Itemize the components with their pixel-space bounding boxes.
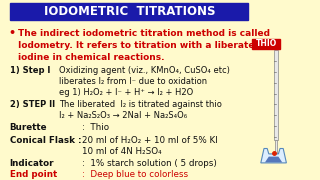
Bar (275, 140, 277, 153)
Text: The liberated  I₂ is titrated against thio: The liberated I₂ is titrated against thi… (59, 100, 222, 109)
Bar (10, 3, 248, 20)
Text: eg 1) H₂O₂ + I⁻ + H⁺ → I₂ + H2O: eg 1) H₂O₂ + I⁻ + H⁺ → I₂ + H2O (59, 88, 194, 97)
Text: •: • (8, 28, 15, 38)
Text: Burette: Burette (10, 123, 47, 132)
Polygon shape (261, 148, 286, 163)
Text: Conical Flask :: Conical Flask : (10, 136, 81, 145)
Text: Oxidizing agent (viz., KMnO₄, CuSO₄ etc): Oxidizing agent (viz., KMnO₄, CuSO₄ etc) (59, 66, 230, 75)
Text: THIO: THIO (256, 39, 277, 48)
Text: :  Deep blue to colorless: : Deep blue to colorless (82, 170, 188, 179)
Text: IODOMETRIC  TITRATIONS: IODOMETRIC TITRATIONS (44, 5, 215, 18)
Text: 20 ml of H₂O₂ + 10 ml of 5% KI: 20 ml of H₂O₂ + 10 ml of 5% KI (82, 136, 217, 145)
Text: :  Thio: : Thio (82, 123, 109, 132)
Polygon shape (265, 157, 282, 162)
Text: :  1% starch solution ( 5 drops): : 1% starch solution ( 5 drops) (82, 159, 216, 168)
Bar (274, 50, 278, 140)
Text: I₂ + Na₂S₂O₃ → 2NaI + Na₂S₄O₆: I₂ + Na₂S₂O₃ → 2NaI + Na₂S₄O₆ (59, 111, 187, 120)
Bar (252, 39, 280, 49)
Text: 10 ml of 4N H₂SO₄: 10 ml of 4N H₂SO₄ (82, 147, 161, 156)
Text: iodine in chemical reactions.: iodine in chemical reactions. (18, 53, 164, 62)
Text: End point: End point (10, 170, 57, 179)
Text: liberates I₂ from I⁻ due to oxidation: liberates I₂ from I⁻ due to oxidation (59, 77, 207, 86)
Text: Iodometry. It refers to titration with a liberated: Iodometry. It refers to titration with a… (18, 41, 260, 50)
Text: Indicator: Indicator (10, 159, 54, 168)
Text: 1) Step I: 1) Step I (10, 66, 50, 75)
Text: 2) STEP II: 2) STEP II (10, 100, 55, 109)
Text: The indirect iodometric titration method is called: The indirect iodometric titration method… (18, 29, 270, 38)
